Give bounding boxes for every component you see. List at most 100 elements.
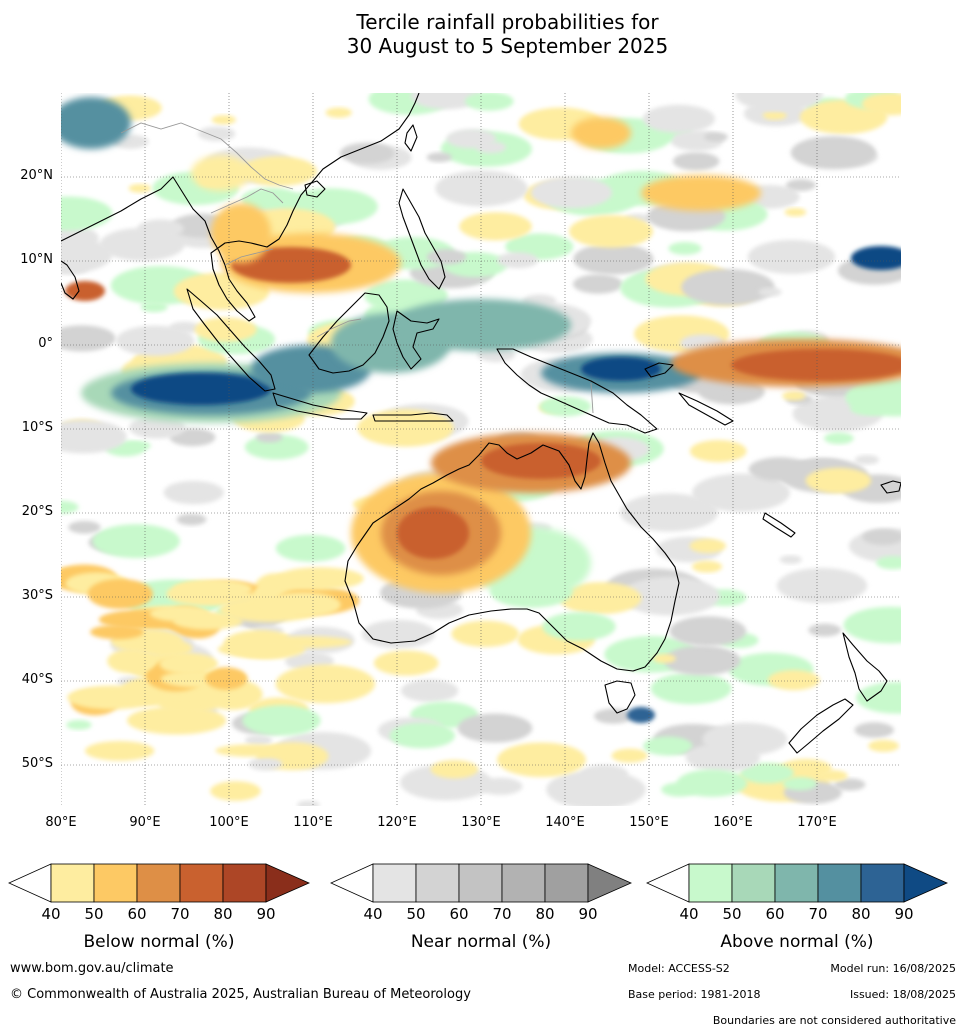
- speckle-patch: [530, 176, 613, 209]
- above-normal-patch: [627, 707, 655, 723]
- speckle-patch: [140, 301, 168, 313]
- new-guinea-coastline: [496, 348, 658, 434]
- speckle-patch: [128, 183, 152, 193]
- colorbar-extend-high: [903, 863, 948, 903]
- speckle-patch: [435, 170, 528, 207]
- colorbar-tick-label: 80: [851, 905, 871, 923]
- speckle-patch: [61, 236, 113, 274]
- speckle-patch: [845, 378, 901, 417]
- below-normal-patch: [264, 592, 341, 618]
- below-normal-patch: [127, 706, 227, 735]
- rainfall-map: [61, 93, 901, 806]
- below-normal-patch: [107, 648, 156, 674]
- speckle-patch: [430, 759, 479, 779]
- below-normal-patch: [159, 653, 218, 675]
- speckle-patch: [767, 670, 820, 691]
- speckle-patch: [782, 777, 817, 791]
- colorbar-near-normal: [330, 863, 632, 903]
- speckle-patch: [61, 419, 127, 454]
- speckle-patch: [681, 268, 775, 306]
- colorbar-segment: [136, 863, 181, 903]
- lat-label-20n: 20°N: [20, 168, 53, 183]
- speckle-patch: [611, 748, 648, 763]
- speckle-patch: [593, 708, 633, 724]
- speckle-patch: [163, 480, 224, 505]
- lon-label-100e: 100°E: [209, 815, 249, 830]
- below-normal-patch: [90, 624, 144, 640]
- speckle-patch: [805, 467, 872, 494]
- probability-patches: [61, 93, 901, 806]
- lat-label-40s: 40°S: [21, 672, 53, 687]
- speckle-patch: [569, 215, 654, 248]
- colorbar-segment: [415, 863, 460, 903]
- colorbar-tick-label: 50: [406, 905, 426, 923]
- below-normal-patch: [275, 567, 364, 590]
- sulawesi-coastline: [392, 310, 440, 370]
- colorbar-segment: [544, 863, 589, 903]
- mainland-asia-coastline: [61, 93, 420, 322]
- map-title-line2: 30 August to 5 September 2025: [346, 34, 669, 58]
- lon-label-130e: 130°E: [461, 815, 501, 830]
- speckle-patch: [126, 441, 151, 451]
- speckle-patch: [478, 777, 523, 795]
- colorbar-tick-label: 60: [449, 905, 469, 923]
- lon-label-140e: 140°E: [545, 815, 585, 830]
- colorbar-tick-label: 70: [492, 905, 512, 923]
- below-normal-patch: [641, 175, 761, 211]
- new-caledonia-coastline: [762, 512, 796, 538]
- speckle-patch: [296, 800, 320, 806]
- footer-disclaimer: Boundaries are not considered authoritat…: [712, 1014, 956, 1027]
- speckle-patch: [66, 719, 92, 730]
- new-zealand-south-coastline: [788, 698, 854, 754]
- speckle-patch: [854, 455, 880, 465]
- footer-url: www.bom.gov.au/climate: [10, 961, 174, 976]
- taiwan-coastline: [404, 124, 418, 152]
- colorbar-segment: [93, 863, 138, 903]
- speckle-patch: [426, 152, 452, 163]
- below-normal-patch: [67, 685, 158, 710]
- speckle-patch: [197, 126, 236, 142]
- speckle-patch: [790, 136, 876, 170]
- speckle-patch: [650, 672, 732, 705]
- lon-label-120e: 120°E: [377, 815, 417, 830]
- speckle-patch: [68, 520, 101, 534]
- speckle-patch: [784, 207, 807, 217]
- speckle-patch: [462, 155, 485, 164]
- speckle-patch: [475, 141, 507, 154]
- lat-label-50s: 50°S: [21, 756, 53, 771]
- coastlines: [61, 93, 901, 754]
- lat-label-10n: 10°N: [20, 252, 53, 267]
- speckle-patch: [210, 781, 261, 801]
- speckle-patch: [689, 440, 747, 463]
- speckle-patch: [410, 93, 482, 110]
- below-normal-patch: [173, 579, 252, 599]
- lat-label-30s: 30°S: [21, 588, 53, 603]
- lat-label-0: 0°: [38, 336, 53, 351]
- speckle-patch: [451, 620, 520, 648]
- speckle-patch: [373, 650, 439, 676]
- below-normal-patch: [238, 638, 306, 659]
- lon-label-160e: 160°E: [713, 815, 753, 830]
- colorbar-segment: [50, 863, 95, 903]
- country-borders: [120, 122, 594, 414]
- speckle-patch: [861, 93, 901, 116]
- speckle-patch: [808, 623, 842, 637]
- speckle-patch: [653, 654, 676, 664]
- colorbar-segment: [501, 863, 546, 903]
- below-normal-patch: [481, 443, 601, 479]
- speckle-patch: [856, 682, 901, 714]
- colorbar-segment: [688, 863, 733, 903]
- colorbar-segment: [179, 863, 224, 903]
- speckle-patch: [668, 241, 702, 255]
- speckle-patch: [248, 757, 283, 771]
- sumatra-coastline: [186, 288, 276, 392]
- speckle-patch: [691, 560, 723, 573]
- speckle-patch: [389, 722, 456, 749]
- speckle-patch: [457, 713, 533, 743]
- speckle-patch: [819, 770, 848, 782]
- speckle-patch: [339, 142, 395, 164]
- speckle-patch: [664, 645, 741, 676]
- below-normal-patch: [84, 740, 155, 761]
- colorbar-segment: [222, 863, 267, 903]
- colorbar-segment: [774, 863, 819, 903]
